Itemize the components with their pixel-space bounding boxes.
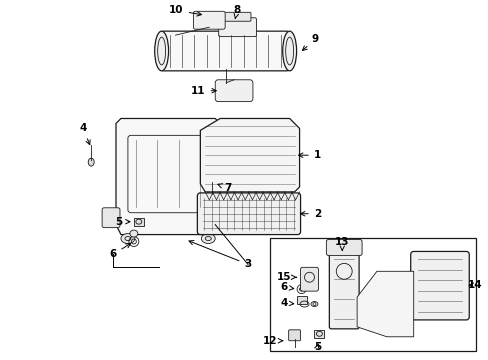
Text: 4: 4 <box>280 298 293 308</box>
FancyBboxPatch shape <box>314 330 324 338</box>
Text: 8: 8 <box>233 5 240 18</box>
Ellipse shape <box>88 158 94 166</box>
Text: 4: 4 <box>80 123 90 145</box>
FancyBboxPatch shape <box>325 239 361 255</box>
Polygon shape <box>200 118 299 192</box>
Ellipse shape <box>130 230 138 237</box>
Text: 9: 9 <box>302 34 318 50</box>
FancyBboxPatch shape <box>162 31 288 71</box>
FancyBboxPatch shape <box>218 18 256 37</box>
FancyBboxPatch shape <box>224 12 250 21</box>
Text: 7: 7 <box>218 183 231 193</box>
FancyBboxPatch shape <box>300 267 318 291</box>
Ellipse shape <box>208 174 216 182</box>
Ellipse shape <box>121 234 135 243</box>
Text: 14: 14 <box>467 280 482 290</box>
FancyBboxPatch shape <box>288 330 300 341</box>
FancyBboxPatch shape <box>134 218 143 226</box>
Text: 6: 6 <box>280 282 293 292</box>
Polygon shape <box>116 118 220 235</box>
Text: 10: 10 <box>169 5 201 16</box>
Text: 6: 6 <box>109 244 130 260</box>
Text: 1: 1 <box>298 150 321 160</box>
Text: 15: 15 <box>276 272 296 282</box>
FancyBboxPatch shape <box>102 208 120 228</box>
Ellipse shape <box>201 234 215 243</box>
Ellipse shape <box>282 31 296 71</box>
Ellipse shape <box>154 31 168 71</box>
Text: 11: 11 <box>191 86 216 96</box>
FancyBboxPatch shape <box>328 249 358 329</box>
Text: 2: 2 <box>300 209 321 219</box>
FancyBboxPatch shape <box>410 251 468 320</box>
Text: 12: 12 <box>262 336 282 346</box>
FancyBboxPatch shape <box>197 193 300 235</box>
FancyBboxPatch shape <box>193 11 224 29</box>
Polygon shape <box>356 271 413 337</box>
FancyBboxPatch shape <box>269 238 475 351</box>
FancyBboxPatch shape <box>215 80 252 102</box>
FancyBboxPatch shape <box>296 296 306 304</box>
Text: 5: 5 <box>313 342 321 352</box>
Text: 13: 13 <box>334 237 349 250</box>
Text: 3: 3 <box>189 240 251 269</box>
Text: 5: 5 <box>115 217 130 227</box>
